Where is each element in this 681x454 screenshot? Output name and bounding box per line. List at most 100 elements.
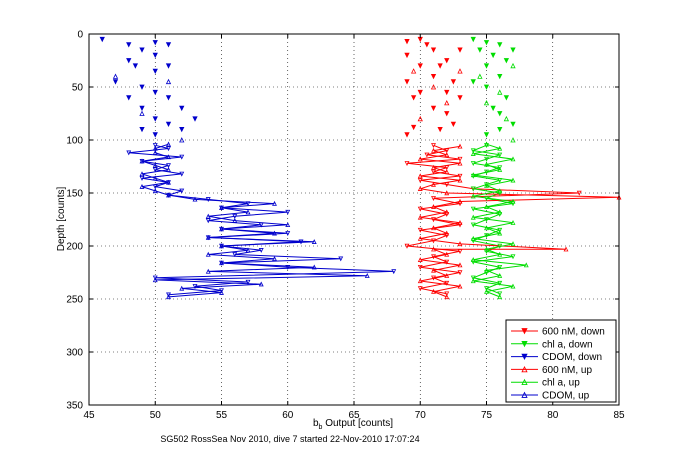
series-point-chl-a-up bbox=[523, 262, 529, 268]
x-tick-label: 60 bbox=[282, 410, 294, 421]
series-point-cdom-up bbox=[285, 222, 291, 228]
series-point-600-nm-down bbox=[444, 259, 450, 265]
series-point-600-nm-down bbox=[417, 89, 423, 96]
series-point-chl-a-up bbox=[470, 193, 476, 199]
series-point-chl-a-up bbox=[510, 156, 516, 162]
series-point-600-nm-up bbox=[417, 173, 423, 179]
series-point-chl-a-down bbox=[484, 143, 489, 148]
series-point-cdom-up bbox=[232, 217, 238, 223]
series-point-chl-a-down bbox=[470, 275, 476, 281]
series-point-chl-a-up bbox=[477, 73, 483, 79]
series-point-cdom-down bbox=[139, 84, 145, 90]
series-point-cdom-down bbox=[285, 209, 291, 215]
series-point-chl-a-down bbox=[510, 254, 516, 260]
series-point-chl-a-up bbox=[510, 177, 516, 183]
series-point-cdom-up bbox=[152, 145, 158, 151]
series-point-600-nm-up bbox=[431, 288, 436, 294]
series-point-cdom-down bbox=[205, 218, 211, 224]
legend-swatch-marker bbox=[521, 391, 528, 398]
series-point-chl-a-up bbox=[470, 235, 476, 241]
x-tick-label: 65 bbox=[348, 410, 360, 421]
series-point-chl-a-up bbox=[470, 151, 476, 156]
series-point-chl-a-up bbox=[497, 272, 503, 278]
series-point-600-nm-down bbox=[417, 264, 423, 270]
series-point-chl-a-up bbox=[484, 267, 489, 273]
x-tick-label: 70 bbox=[415, 410, 427, 421]
series-point-cdom-up bbox=[152, 188, 158, 194]
series-point-cdom-down bbox=[245, 201, 251, 207]
series-point-cdom-down bbox=[99, 36, 105, 43]
series-point-chl-a-up bbox=[497, 89, 503, 95]
series-point-cdom-down bbox=[132, 63, 139, 69]
series-point-cdom-up bbox=[166, 192, 171, 198]
series-point-600-nm-up bbox=[444, 251, 450, 257]
series-point-cdom-up bbox=[272, 230, 277, 236]
series-point-cdom-up bbox=[139, 158, 145, 164]
legend-entry-label: chl a, down bbox=[542, 339, 593, 350]
series-point-chl-a-up bbox=[470, 172, 476, 178]
axis-ticks bbox=[88, 33, 620, 406]
series-point-chl-a-down bbox=[497, 111, 503, 117]
series-point-chl-a-up bbox=[497, 251, 503, 257]
series-point-600-nm-down bbox=[404, 161, 410, 167]
x-tick-label: 45 bbox=[83, 410, 95, 421]
series-point-chl-a-down bbox=[510, 47, 516, 53]
series-point-600-nm-down bbox=[437, 127, 443, 133]
series-point-600-nm-up bbox=[431, 267, 436, 273]
series-point-cdom-down bbox=[126, 42, 132, 48]
series-point-cdom-down bbox=[139, 105, 145, 112]
legend-swatch-marker bbox=[521, 328, 528, 335]
series-point-cdom-up bbox=[139, 171, 145, 177]
series-point-cdom-down bbox=[165, 63, 172, 69]
series-point-600-nm-down bbox=[444, 182, 450, 188]
series-point-chl-a-down bbox=[490, 105, 496, 112]
series-point-chl-a-down bbox=[497, 74, 503, 80]
series-point-cdom-up bbox=[219, 289, 224, 295]
series-point-600-nm-down bbox=[457, 270, 463, 276]
series-point-chl-a-down bbox=[484, 196, 489, 201]
series-point-cdom-down bbox=[139, 175, 145, 181]
series-point-cdom-down bbox=[179, 188, 185, 194]
series-point-600-nm-down bbox=[431, 196, 436, 201]
series-point-cdom-down bbox=[152, 52, 158, 59]
series-point-cdom-down bbox=[152, 275, 158, 281]
series-point-cdom-down bbox=[166, 163, 171, 169]
series-point-chl-a-down bbox=[470, 206, 476, 212]
series-point-chl-a-down bbox=[470, 222, 476, 228]
series-point-600-nm-down bbox=[430, 47, 437, 53]
series-point-cdom-down bbox=[165, 121, 172, 127]
series-point-cdom-down bbox=[166, 292, 171, 298]
series-point-cdom-up bbox=[364, 272, 370, 278]
series-point-cdom-up bbox=[152, 277, 158, 283]
series-point-chl-a-down bbox=[477, 47, 483, 53]
series-point-cdom-up bbox=[219, 226, 224, 232]
series-point-600-nm-down bbox=[424, 152, 430, 158]
series-point-600-nm-down bbox=[410, 95, 417, 101]
series-point-600-nm-up bbox=[417, 257, 423, 262]
series-point-chl-a-up bbox=[484, 182, 489, 188]
series-point-cdom-down bbox=[258, 248, 264, 253]
series-point-600-nm-up bbox=[457, 283, 463, 289]
x-tick-label: 75 bbox=[481, 410, 493, 421]
series-point-cdom-down bbox=[192, 116, 198, 122]
series-point-600-nm-down bbox=[404, 79, 410, 85]
series-point-cdom-down bbox=[152, 167, 158, 173]
series-point-chl-a-down bbox=[503, 58, 510, 64]
series-point-chl-a-down bbox=[470, 173, 476, 179]
series-point-cdom-down bbox=[391, 269, 397, 275]
series-point-chl-a-up bbox=[510, 283, 516, 289]
series-point-chl-a-down bbox=[484, 233, 489, 239]
series-point-chl-a-down bbox=[484, 169, 489, 175]
series-point-chl-a-up bbox=[497, 188, 503, 194]
y-tick-label: 300 bbox=[66, 348, 83, 359]
series-point-cdom-up bbox=[179, 137, 185, 143]
series-point-600-nm-up bbox=[457, 177, 463, 183]
series-point-600-nm-up bbox=[431, 246, 436, 252]
series-point-600-nm-down bbox=[410, 124, 417, 131]
series-point-600-nm-down bbox=[404, 52, 410, 59]
legend-entry-label: chl a, up bbox=[542, 378, 580, 389]
series-point-600-nm-down bbox=[417, 206, 423, 212]
series-point-cdom-down bbox=[152, 184, 158, 190]
series-point-cdom-down bbox=[338, 256, 344, 262]
series-point-cdom-up bbox=[166, 166, 171, 172]
